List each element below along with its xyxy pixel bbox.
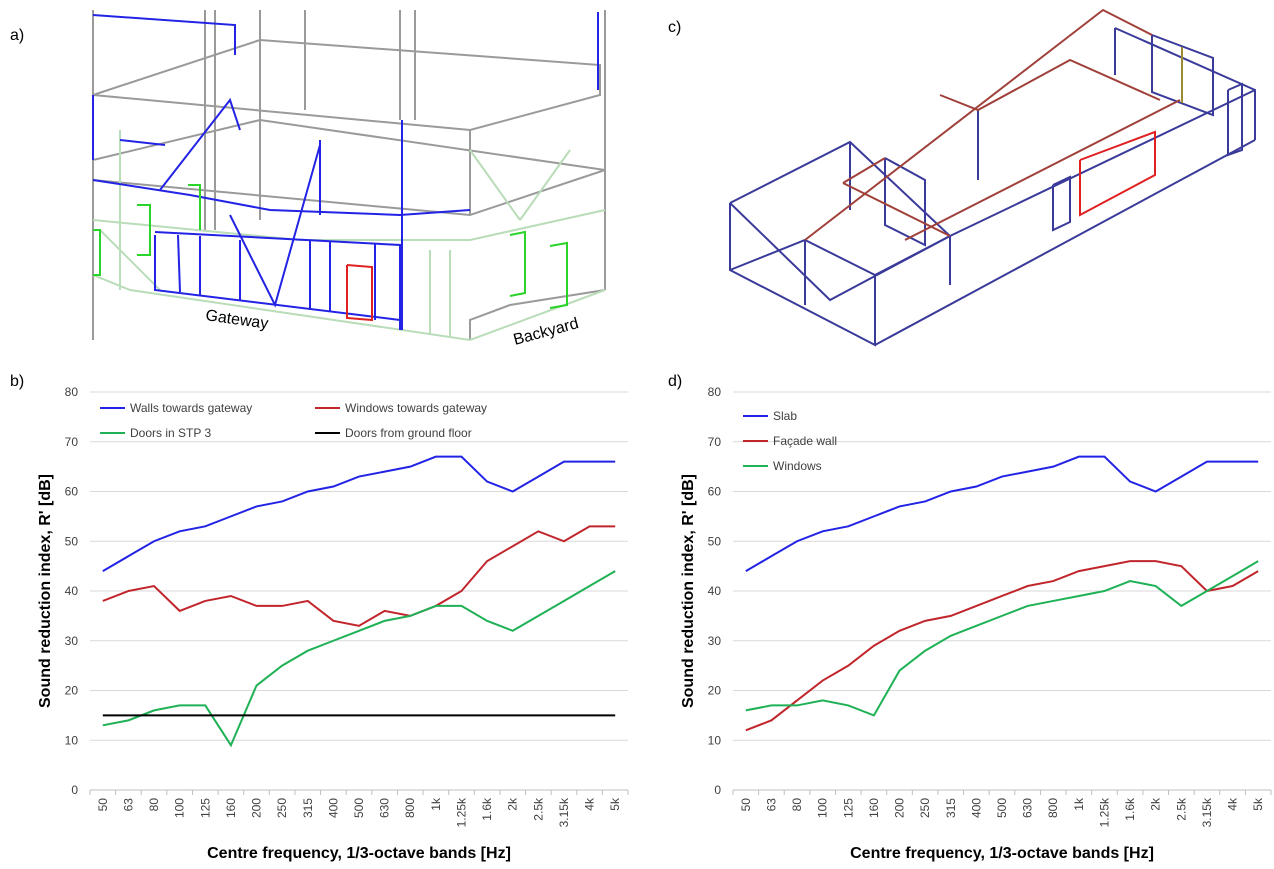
x-axis-title: Centre frequency, 1/3-octave bands [Hz] — [207, 845, 511, 862]
x-tick-label: 1.25k — [1097, 797, 1111, 827]
x-tick-label: 5k — [1251, 797, 1265, 811]
y-tick-label: 20 — [708, 684, 722, 698]
y-tick-label: 50 — [65, 534, 79, 548]
series-line — [745, 455, 1259, 572]
x-tick-label: 125 — [198, 798, 212, 818]
y-tick-label: 10 — [708, 733, 722, 747]
y-tick-label: 50 — [708, 534, 722, 548]
x-tick-label: 200 — [250, 798, 264, 818]
x-tick-label: 2.5k — [531, 797, 545, 821]
y-tick-label: 70 — [708, 435, 722, 449]
y-tick-label: 80 — [65, 385, 79, 399]
x-tick-label: 100 — [173, 798, 187, 818]
y-tick-label: 30 — [65, 634, 79, 648]
x-tick-label: 250 — [918, 798, 932, 818]
panel-label: d) — [668, 373, 682, 390]
legend-label: Slab — [773, 409, 797, 423]
x-tick-label: 400 — [969, 798, 983, 818]
x-tick-label: 50 — [739, 798, 753, 812]
x-tick-label: 100 — [816, 798, 830, 818]
y-tick-label: 60 — [708, 485, 722, 499]
x-tick-label: 1.6k — [480, 797, 494, 821]
y-tick-label: 30 — [708, 634, 722, 648]
y-axis-title: Sound reduction index, R' [dB] — [37, 474, 54, 708]
x-tick-label: 630 — [378, 798, 392, 818]
y-tick-label: 70 — [65, 435, 79, 449]
x-tick-label: 250 — [275, 798, 289, 818]
panel-label: a) — [10, 27, 24, 44]
x-tick-label: 315 — [301, 798, 315, 818]
x-tick-label: 3.15k — [557, 797, 571, 827]
panel-label: c) — [668, 19, 681, 36]
x-tick-label: 500 — [352, 798, 366, 818]
y-axis-title: Sound reduction index, R' [dB] — [680, 474, 697, 708]
x-tick-label: 630 — [1021, 798, 1035, 818]
x-tick-label: 80 — [790, 798, 804, 812]
legend-label: Walls towards gateway — [130, 401, 252, 415]
legend-label: Façade wall — [773, 434, 837, 448]
x-tick-label: 1.6k — [1123, 797, 1137, 821]
x-tick-label: 160 — [224, 798, 238, 818]
y-tick-label: 40 — [65, 584, 79, 598]
x-tick-label: 50 — [96, 798, 110, 812]
wireframe-a: Gateway Backyard — [92, 10, 606, 349]
x-tick-label: 160 — [867, 798, 881, 818]
gateway-label: Gateway — [204, 307, 269, 333]
legend-label: Windows towards gateway — [345, 401, 487, 415]
x-tick-label: 800 — [403, 798, 417, 818]
x-tick-label: 800 — [1046, 798, 1060, 818]
x-tick-label: 315 — [944, 798, 958, 818]
x-tick-label: 125 — [841, 798, 855, 818]
legend-label: Windows — [773, 459, 822, 473]
x-tick-label: 1k — [1072, 797, 1086, 811]
x-tick-label: 2k — [1149, 797, 1163, 811]
series-line — [102, 570, 616, 748]
y-tick-label: 10 — [65, 733, 79, 747]
x-tick-label: 1.25k — [454, 797, 468, 827]
x-tick-label: 5k — [608, 797, 622, 811]
series-line — [745, 560, 1259, 732]
y-tick-label: 0 — [71, 783, 78, 797]
x-tick-label: 4k — [1226, 797, 1240, 811]
y-tick-label: 60 — [65, 485, 79, 499]
x-tick-label: 4k — [583, 797, 597, 811]
x-tick-label: 400 — [326, 798, 340, 818]
wireframe-c — [729, 8, 1256, 347]
x-tick-label: 80 — [147, 798, 161, 812]
x-tick-label: 200 — [893, 798, 907, 818]
y-tick-label: 20 — [65, 684, 79, 698]
x-tick-label: 1k — [429, 797, 443, 811]
x-tick-label: 2.5k — [1174, 797, 1188, 821]
series-line — [745, 560, 1259, 717]
y-tick-label: 80 — [708, 385, 722, 399]
y-tick-label: 40 — [708, 584, 722, 598]
legend-label: Doors in STP 3 — [130, 426, 211, 440]
y-tick-label: 0 — [714, 783, 721, 797]
legend-label: Doors from ground floor — [345, 426, 472, 440]
x-tick-label: 63 — [764, 798, 778, 812]
series-line — [102, 525, 616, 627]
panel-label: b) — [10, 373, 24, 390]
x-axis-title: Centre frequency, 1/3-octave bands [Hz] — [850, 845, 1154, 862]
x-tick-label: 63 — [121, 798, 135, 812]
x-tick-label: 2k — [506, 797, 520, 811]
x-tick-label: 3.15k — [1200, 797, 1214, 827]
x-tick-label: 500 — [995, 798, 1009, 818]
series-line — [102, 455, 616, 572]
